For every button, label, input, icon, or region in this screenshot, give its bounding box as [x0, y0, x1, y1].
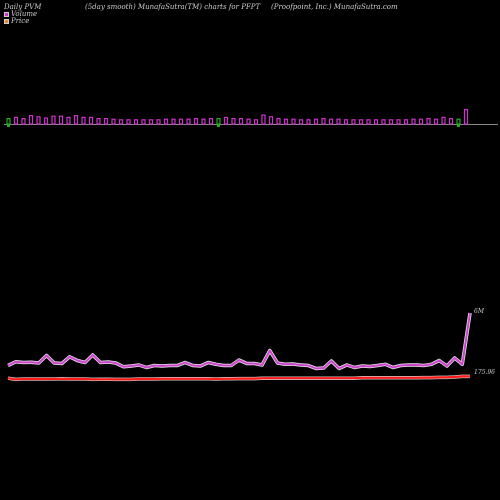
volume-bar — [148, 119, 154, 125]
volume-bar — [73, 114, 79, 125]
volume-bar — [291, 118, 296, 125]
volume-line-label: 6M — [474, 308, 485, 315]
volume-bar — [373, 119, 379, 125]
legend-price: Price — [4, 17, 29, 25]
volume-bar — [253, 119, 259, 125]
volume-bar — [156, 119, 161, 125]
chart-header-left: Daily PVM — [4, 3, 42, 11]
volume-bar — [43, 117, 49, 125]
volume-bar — [261, 114, 266, 125]
legend-volume-swatch — [4, 11, 9, 17]
volume-bar — [396, 119, 401, 125]
legend-volume: Volume — [4, 10, 37, 18]
volume-bar — [231, 117, 236, 125]
volume-bar — [246, 118, 251, 125]
volume-bar — [388, 119, 394, 125]
volume-bar — [28, 114, 34, 125]
volume-bar — [313, 118, 319, 125]
volume-bar — [13, 116, 19, 125]
volume-bar — [21, 117, 26, 125]
volume-bar — [163, 118, 169, 125]
volume-bar — [223, 116, 229, 125]
volume-bar — [178, 118, 184, 125]
volume-bar — [193, 117, 199, 125]
volume-bar-down-marker — [7, 124, 10, 127]
chart-header-right: (Proofpoint, Inc.) MunafaSutra.com — [271, 3, 398, 11]
volume-bar — [133, 119, 139, 125]
volume-bar — [81, 116, 86, 125]
volume-bar — [366, 119, 371, 125]
volume-bar — [298, 119, 304, 125]
volume-bar — [88, 116, 94, 125]
volume-bar — [186, 118, 191, 125]
volume-bar — [51, 115, 56, 125]
volume-bar — [448, 117, 454, 125]
volume-bar — [343, 119, 349, 125]
volume-bar — [463, 108, 469, 125]
volume-bar — [403, 119, 409, 125]
volume-bar — [418, 118, 424, 125]
volume-bar — [433, 118, 439, 125]
volume-bar — [126, 119, 131, 125]
volume-bar — [66, 116, 71, 125]
volume-bar — [426, 117, 431, 125]
volume-bar — [328, 118, 334, 125]
volume-bar — [456, 118, 461, 125]
volume-bar — [6, 117, 11, 125]
volume-bar — [441, 116, 446, 125]
volume-bar-down-marker — [217, 124, 220, 127]
volume-bar — [268, 116, 274, 125]
volume-bar — [36, 116, 41, 125]
volume-bar — [103, 117, 109, 125]
volume-bar — [141, 119, 146, 125]
volume-bar — [358, 119, 364, 125]
volume-bar — [216, 117, 221, 125]
volume-bar — [321, 117, 326, 125]
volume-bar — [201, 118, 206, 125]
volume-bar — [336, 118, 341, 125]
price-line-label: 175.96 — [474, 369, 495, 376]
volume-bar — [171, 118, 176, 125]
volume-bar — [111, 118, 116, 125]
volume-bar — [238, 117, 244, 125]
volume-bar — [118, 119, 124, 125]
legend-price-swatch — [4, 18, 9, 24]
legend-price-label: Price — [11, 17, 30, 25]
volume-bar — [96, 117, 101, 125]
legend-volume-label: Volume — [11, 10, 38, 18]
volume-bar — [276, 117, 281, 125]
volume-bar-down-marker — [457, 124, 460, 127]
volume-bar — [208, 117, 214, 125]
volume-bar — [58, 115, 64, 125]
volume-bar — [351, 119, 356, 125]
volume-bar — [381, 119, 386, 125]
price-line — [7, 375, 470, 381]
volume-bar — [306, 119, 311, 125]
volume-line — [7, 312, 471, 370]
volume-bar — [283, 118, 289, 125]
volume-bar — [411, 118, 416, 125]
chart-header-center: (5day smooth) MunafaSutra(TM) charts for… — [85, 3, 261, 11]
